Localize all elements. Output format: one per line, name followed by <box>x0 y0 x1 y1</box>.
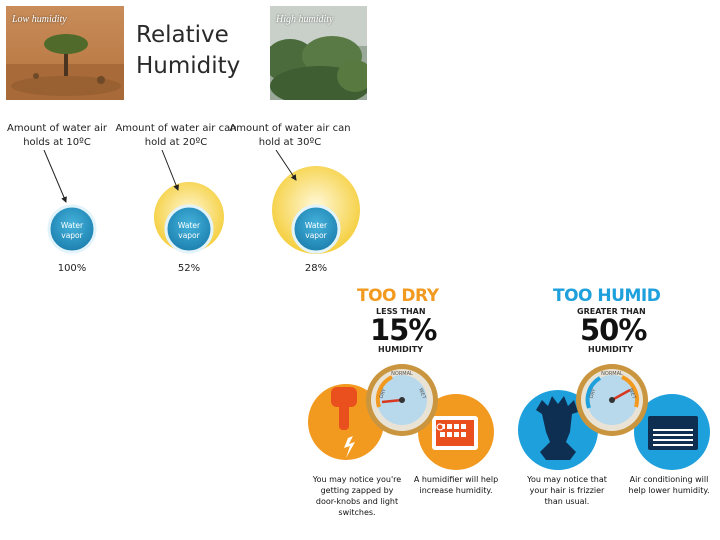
too-dry-gauge-normal-label: NORMAL <box>391 371 413 377</box>
too-humid-illustration: NORMAL DRY WET <box>518 364 710 470</box>
high-humidity-label: High humidity <box>276 14 334 25</box>
arrow-10c <box>43 150 67 203</box>
too-dry-gauge-wet-label: WET <box>417 387 427 400</box>
too-humid-heading: TOO HUMID <box>553 286 661 306</box>
too-humid-value: 50% <box>580 313 647 347</box>
caption-20c: Amount of water air can hold at 20ºC <box>115 123 237 148</box>
humidity-capacity-diagram: Water vapor Water vapor Water vapor <box>43 150 360 254</box>
vapor-label-10c-line2: vapor <box>61 231 83 240</box>
high-humidity-photo: High humidity <box>270 6 367 100</box>
water-vapor-bubble-10c <box>47 204 97 254</box>
arrow-20c <box>161 150 179 191</box>
too-dry-note-humidifier: A humidifier will help increase humidity… <box>413 475 499 495</box>
water-vapor-bubble-20c <box>164 204 214 254</box>
low-humidity-photo: Low humidity <box>6 6 124 100</box>
too-humid-qualifier: GREATER THAN <box>577 307 646 316</box>
percent-30c: 28% <box>304 263 328 274</box>
percent-20c: 52% <box>177 263 201 274</box>
vapor-label-30c-line2: vapor <box>305 231 327 240</box>
too-dry-qualifier: LESS THAN <box>376 307 426 316</box>
caption-10c: Amount of water air holds at 10ºC <box>7 123 107 148</box>
vapor-label-10c-line1: Water <box>61 221 84 230</box>
vapor-label-30c-line1: Water <box>305 221 328 230</box>
low-humidity-label: Low humidity <box>12 14 67 25</box>
too-dry-gauge-icon <box>366 364 438 436</box>
too-dry-illustration: NORMAL DRY WET <box>308 364 494 470</box>
caption-30c: Amount of water air can hold at 30ºC <box>229 123 351 148</box>
percent-10c: 100% <box>57 263 87 274</box>
arrow-30c <box>275 150 297 181</box>
vapor-label-20c-line2: vapor <box>178 231 200 240</box>
vapor-label-20c-line1: Water <box>178 221 201 230</box>
too-humid-note-hair: You may notice that your hair is frizzie… <box>527 475 607 506</box>
too-dry-value: 15% <box>370 313 437 347</box>
too-humid-gauge-icon <box>576 364 648 436</box>
pointing-hand-icon <box>331 387 357 458</box>
too-humid-gauge-dry-label: DRY <box>589 387 598 399</box>
page-title: Relative Humidity <box>136 22 241 79</box>
too-dry-note-static: You may notice you're getting zapped by … <box>312 475 402 517</box>
air-conditioner-icon <box>648 416 698 450</box>
humidifier-icon <box>432 416 478 450</box>
too-dry-gauge-dry-label: DRY <box>379 387 388 399</box>
too-humid-unit: HUMIDITY <box>588 345 633 354</box>
too-humid-gauge-wet-label: WET <box>627 387 637 400</box>
too-humid-note-ac: Air conditioning will help lower humidit… <box>628 475 710 495</box>
too-humid-gauge-normal-label: NORMAL <box>601 371 623 377</box>
too-dry-unit: HUMIDITY <box>378 345 423 354</box>
water-vapor-bubble-30c <box>291 204 341 254</box>
too-dry-heading: TOO DRY <box>357 286 439 306</box>
person-silhouette-icon <box>536 396 578 460</box>
